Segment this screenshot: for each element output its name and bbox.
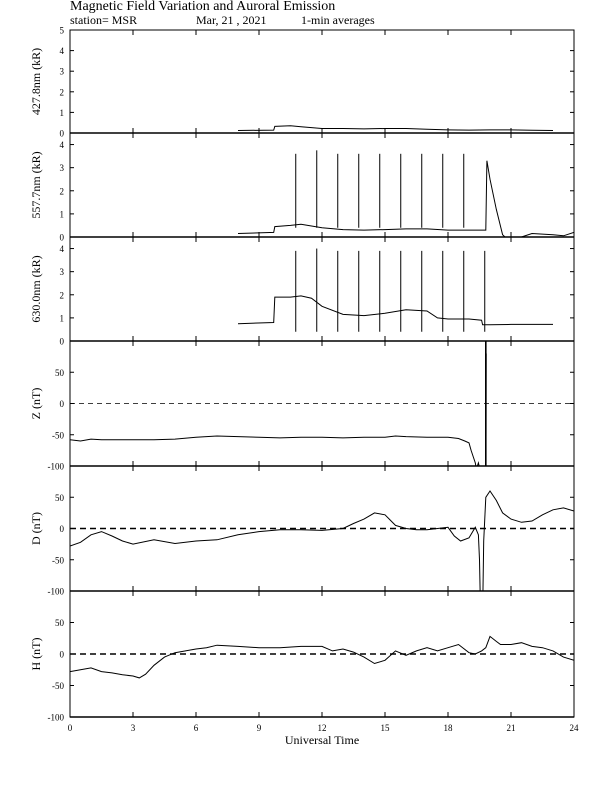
y-axis-label: D (nT) [29,512,43,545]
y-tick-label: -100 [48,713,65,723]
panel-3: 0 1 2 3 4 630.0nm (kR) [29,236,575,347]
panel-6: -100 -50 0 50 0 3 6 9 12 15 18 21 24 Universal Time H … [29,590,580,747]
y-axis-label: 557.7nm (kR) [29,151,43,218]
x-tick-label: 15 [381,723,391,733]
panel-4: -100 -50 0 50 Z (nT) [29,340,575,472]
series-group [237,125,554,131]
y-tick-label: 4 [60,244,65,254]
series-line-2 [237,160,574,237]
panel-frame [69,236,575,342]
station-label: station= MSR [70,13,138,27]
chart-title: Magnetic Field Variation and Auroral Emi… [70,0,336,14]
x-tick-label: 12 [318,723,327,733]
y-tick-label: 0 [60,233,65,243]
x-tick-label: 3 [131,723,136,733]
y-tick-label: 1 [60,108,65,118]
y-tick-label: -100 [48,587,65,597]
y-tick-label: 1 [60,313,65,323]
series-group [70,490,574,591]
series-line-1 [237,125,554,131]
y-axis-label: 427.8nm (kR) [29,48,43,115]
x-tick-label: 18 [444,723,454,733]
series-line-4 [70,353,487,466]
y-tick-label: 1 [60,209,65,219]
panel-2: 0 1 2 3 4 557.7nm (kR) [29,132,575,243]
y-tick-label: -50 [52,555,64,565]
x-tick-label: 6 [194,723,199,733]
series-line-6 [70,635,574,679]
y-tick-label: -50 [52,430,64,440]
y-axis-label: H (nT) [29,638,43,671]
x-tick-label: 9 [257,723,262,733]
panel-frame [69,29,575,134]
x-tick-label: 24 [570,723,580,733]
series-group [237,248,553,332]
series-line-3 [237,295,553,326]
y-tick-label: 4 [60,46,65,56]
y-tick-label: 0 [60,399,65,409]
y-tick-label: 50 [55,368,65,378]
x-tick-label: 0 [68,723,73,733]
y-tick-label: -100 [48,462,65,472]
y-tick-label: 0 [60,129,65,139]
panel-1: 0 1 2 3 4 5 427.8nm (kR) [29,26,575,139]
series-group [70,635,574,679]
y-tick-label: 0 [60,524,65,534]
averaging-label: 1-min averages [301,13,375,27]
y-tick-label: 0 [60,650,65,660]
y-tick-label: 3 [60,267,65,277]
y-tick-label: 5 [60,26,65,36]
y-axis-label: Z (nT) [29,388,43,420]
y-tick-label: 2 [60,186,65,196]
panel-5: -100 -50 0 50 D (nT) [29,465,575,597]
y-tick-label: 2 [60,87,65,97]
series-group [70,353,487,466]
y-tick-label: 0 [60,337,65,347]
x-tick-label: 21 [507,723,516,733]
y-tick-label: -50 [52,681,64,691]
y-tick-label: 3 [60,163,65,173]
date-label: Mar, 21 , 2021 [196,13,267,27]
x-axis-label: Universal Time [285,733,359,747]
y-axis-label: 630.0nm (kR) [29,255,43,322]
y-tick-label: 3 [60,67,65,77]
y-tick-label: 50 [55,493,65,503]
y-tick-label: 4 [60,140,65,150]
y-tick-label: 2 [60,290,65,300]
series-line-5 [70,490,574,591]
panel-frame [69,132,575,238]
series-group [237,150,574,237]
y-tick-label: 50 [55,618,65,628]
